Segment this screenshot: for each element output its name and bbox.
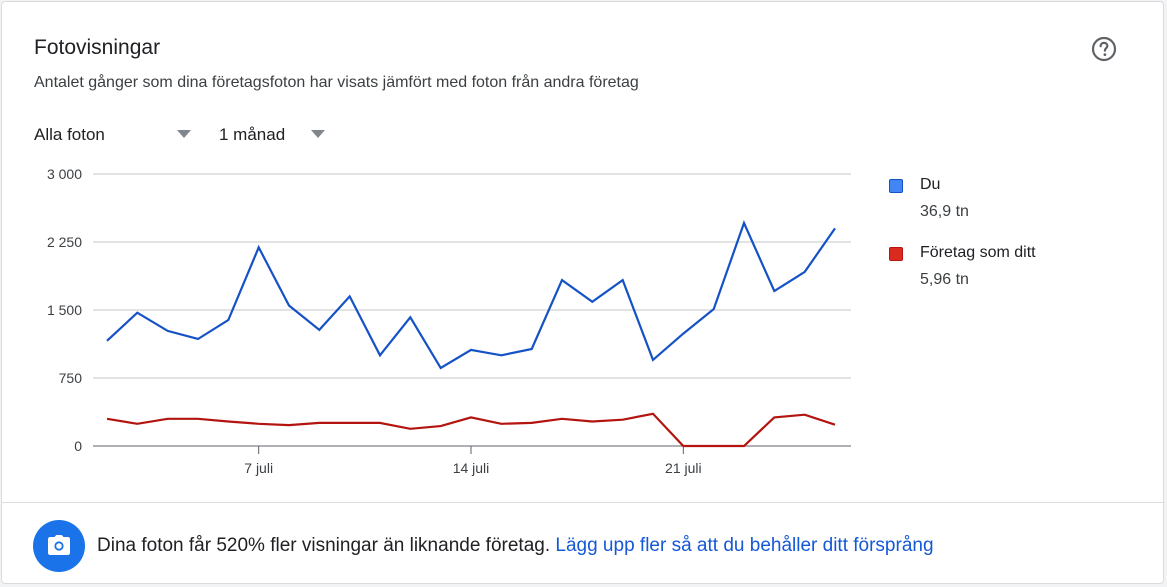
y-tick-label: 1 500 [47, 302, 82, 318]
y-tick-label: 2 250 [47, 234, 82, 250]
footer-message: Dina foton får 520% fler visningar än li… [97, 535, 934, 557]
x-tick-label: 7 juli [244, 460, 273, 476]
card-title: Fotovisningar [34, 36, 161, 59]
series-line-1 [106, 412, 836, 448]
upload-more-photos-link[interactable]: Lägg upp fler så att du behåller ditt fö… [555, 535, 934, 556]
photo-filter-value: Alla foton [34, 125, 105, 144]
x-tick-label: 14 juli [453, 460, 490, 476]
y-tick-label: 3 000 [47, 166, 82, 182]
legend-total: 5,96 tn [920, 271, 969, 288]
footer-divider [2, 502, 1163, 503]
legend-label: Företag som ditt [920, 244, 1036, 261]
x-tick-label: 21 juli [665, 460, 702, 476]
views-line-chart: 0 750 1 500 2 250 3 000 7 juli 14 juli 21 juli [47, 166, 851, 476]
help-circle-icon[interactable] [1090, 35, 1118, 63]
legend-swatch-foretag [889, 247, 903, 261]
legend-total: 36,9 tn [920, 203, 969, 220]
photo-filter-dropdown[interactable]: Alla foton [34, 121, 194, 149]
y-tick-label: 750 [59, 370, 83, 386]
series-line-0 [106, 220, 836, 370]
period-filter-value: 1 månad [219, 125, 286, 144]
legend-label: Du [920, 176, 941, 193]
camera-icon [33, 520, 85, 572]
legend-swatch-du [889, 179, 903, 193]
chevron-down-icon [177, 130, 191, 138]
chevron-down-icon [311, 130, 325, 138]
footer-text: Dina foton får 520% fler visningar än li… [97, 535, 556, 556]
period-filter-dropdown[interactable]: 1 månad [219, 121, 329, 149]
card-subtitle: Antalet gånger som dina företagsfoton ha… [34, 74, 639, 91]
y-tick-label: 0 [74, 438, 82, 454]
